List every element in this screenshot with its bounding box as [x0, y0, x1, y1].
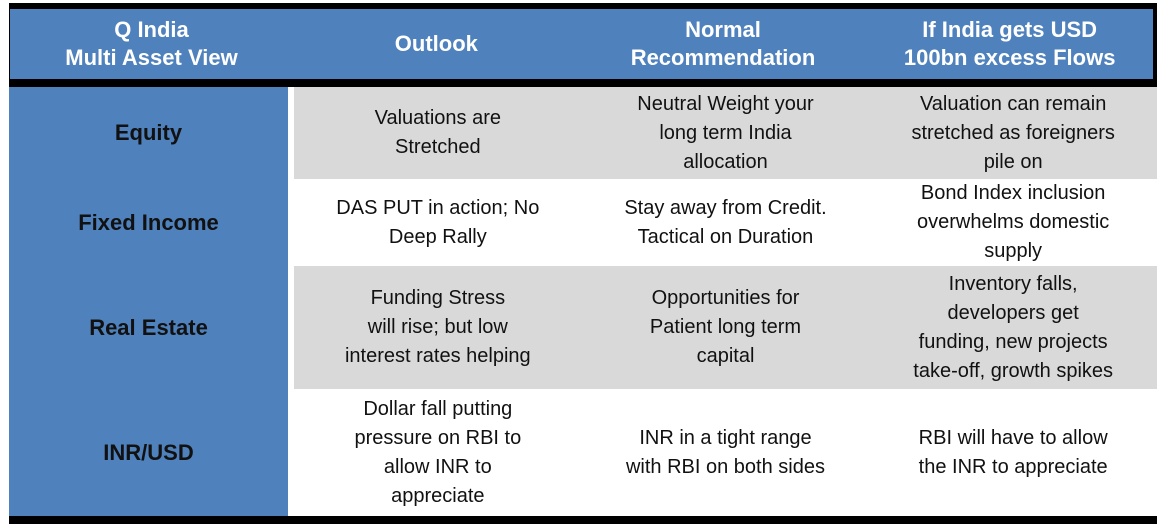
cell-real-estate-excess-flows: Inventory falls, developers get funding,…	[869, 266, 1157, 389]
cell-fixed-income-excess-flows: Bond Index inclusion overwhelms domestic…	[917, 182, 1110, 262]
cell-equity-excess-flows: Valuation can remain stretched as foreig…	[869, 87, 1157, 179]
header-q-india-multi-asset-view: Q India Multi Asset View	[65, 17, 238, 70]
column-divider	[288, 179, 294, 266]
cell-fixed-income-outlook: DAS PUT in action; No Deep Rally	[336, 196, 540, 248]
row-label-real-estate: Real Estate	[9, 266, 288, 389]
header-outlook: Outlook	[394, 31, 478, 56]
cell-inr-usd-outlook: Dollar fall putting pressure on RBI to a…	[354, 397, 522, 507]
row-label-equity: Equity	[9, 87, 288, 179]
row-label-inr-usd: INR/USD	[9, 389, 288, 516]
column-divider	[288, 389, 294, 516]
multi-asset-table: Q India Multi Asset View Outlook Normal …	[9, 3, 1157, 524]
cell-inr-usd-excess-flows: RBI will have to allow the INR to apprec…	[918, 426, 1108, 478]
cell-equity-normal-recommendation: Neutral Weight your long term India allo…	[581, 87, 870, 179]
table-body: Equity Valuations are Stretched Neutral …	[9, 87, 1157, 524]
header-normal-recommendation: Normal Recommendation	[630, 17, 816, 70]
column-divider	[288, 87, 294, 179]
cell-fixed-income-normal-recommendation: Stay away from Credit. Tactical on Durat…	[624, 196, 827, 248]
cell-real-estate-outlook: Funding Stress will rise; but low intere…	[294, 266, 582, 389]
cell-real-estate-normal-recommendation: Opportunities for Patient long term capi…	[581, 266, 870, 389]
cell-inr-usd-normal-recommendation: INR in a tight range with RBI on both si…	[625, 426, 825, 478]
header-excess-flows: If India gets USD 100bn excess Flows	[903, 17, 1116, 70]
column-divider	[288, 266, 294, 389]
cell-equity-outlook: Valuations are Stretched	[294, 87, 582, 179]
table-header-row: Q India Multi Asset View Outlook Normal …	[9, 3, 1157, 87]
row-label-fixed-income: Fixed Income	[9, 179, 288, 266]
